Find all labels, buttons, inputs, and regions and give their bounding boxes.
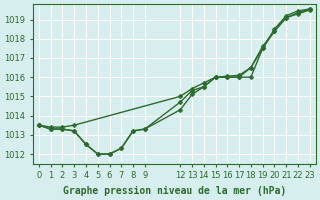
X-axis label: Graphe pression niveau de la mer (hPa): Graphe pression niveau de la mer (hPa) (63, 186, 286, 196)
